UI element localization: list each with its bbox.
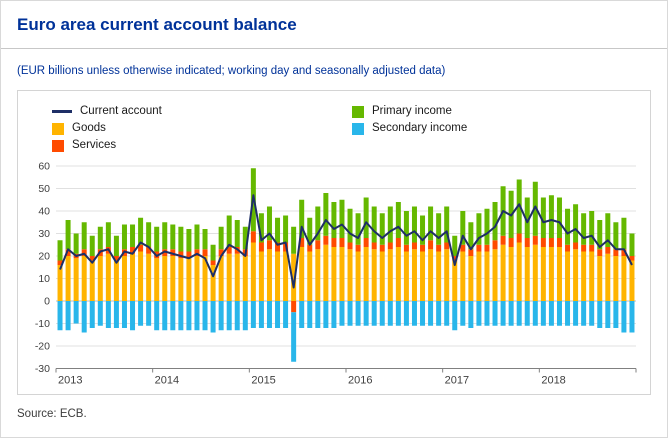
- title-divider: [1, 48, 667, 49]
- svg-text:2018: 2018: [541, 375, 565, 387]
- legend-label: Current account: [80, 105, 162, 117]
- svg-text:60: 60: [38, 162, 50, 173]
- svg-text:2016: 2016: [348, 375, 372, 387]
- svg-text:2015: 2015: [251, 375, 275, 387]
- source-note: Source: ECB.: [17, 408, 87, 420]
- color-swatch-icon: [352, 122, 364, 135]
- svg-text:-10: -10: [35, 318, 50, 330]
- legend-item-primary-income: Primary income: [352, 103, 642, 120]
- legend-label: Primary income: [372, 105, 452, 117]
- svg-text:20: 20: [38, 251, 50, 263]
- svg-text:-30: -30: [35, 363, 50, 375]
- legend-item-secondary-income: Secondary income: [352, 120, 642, 137]
- chart-panel: Current account Goods Services Primary inco…: [17, 90, 651, 395]
- legend-item-goods: Goods: [52, 120, 352, 137]
- legend-label: Services: [72, 139, 117, 151]
- svg-text:30: 30: [38, 228, 50, 240]
- color-swatch-icon: [52, 122, 64, 135]
- svg-text:10: 10: [38, 273, 50, 285]
- svg-text:50: 50: [38, 183, 50, 195]
- color-swatch-icon: [52, 139, 64, 152]
- svg-text:0: 0: [44, 296, 50, 308]
- svg-text:40: 40: [38, 206, 50, 218]
- color-swatch-icon: [352, 105, 364, 118]
- chart-legend: Current account Goods Services Primary inco…: [52, 103, 642, 154]
- line-swatch-icon: [52, 110, 72, 113]
- chart-canvas: -30 -20 -10 0 10 20 30 40 50 60 2013 2014 2015 2016 20…: [35, 162, 637, 387]
- svg-text:2013: 2013: [58, 375, 82, 387]
- svg-text:2014: 2014: [155, 375, 179, 387]
- page-title: Euro area current account balance: [17, 15, 297, 34]
- legend-label: Goods: [72, 122, 106, 134]
- svg-text:-20: -20: [35, 341, 50, 353]
- legend-item-current-account: Current account: [52, 103, 352, 120]
- chart-subtitle: (EUR billions unless otherwise indicated…: [17, 65, 446, 77]
- legend-label: Secondary income: [372, 122, 468, 134]
- svg-text:2017: 2017: [445, 375, 469, 387]
- legend-item-services: Services: [52, 137, 352, 154]
